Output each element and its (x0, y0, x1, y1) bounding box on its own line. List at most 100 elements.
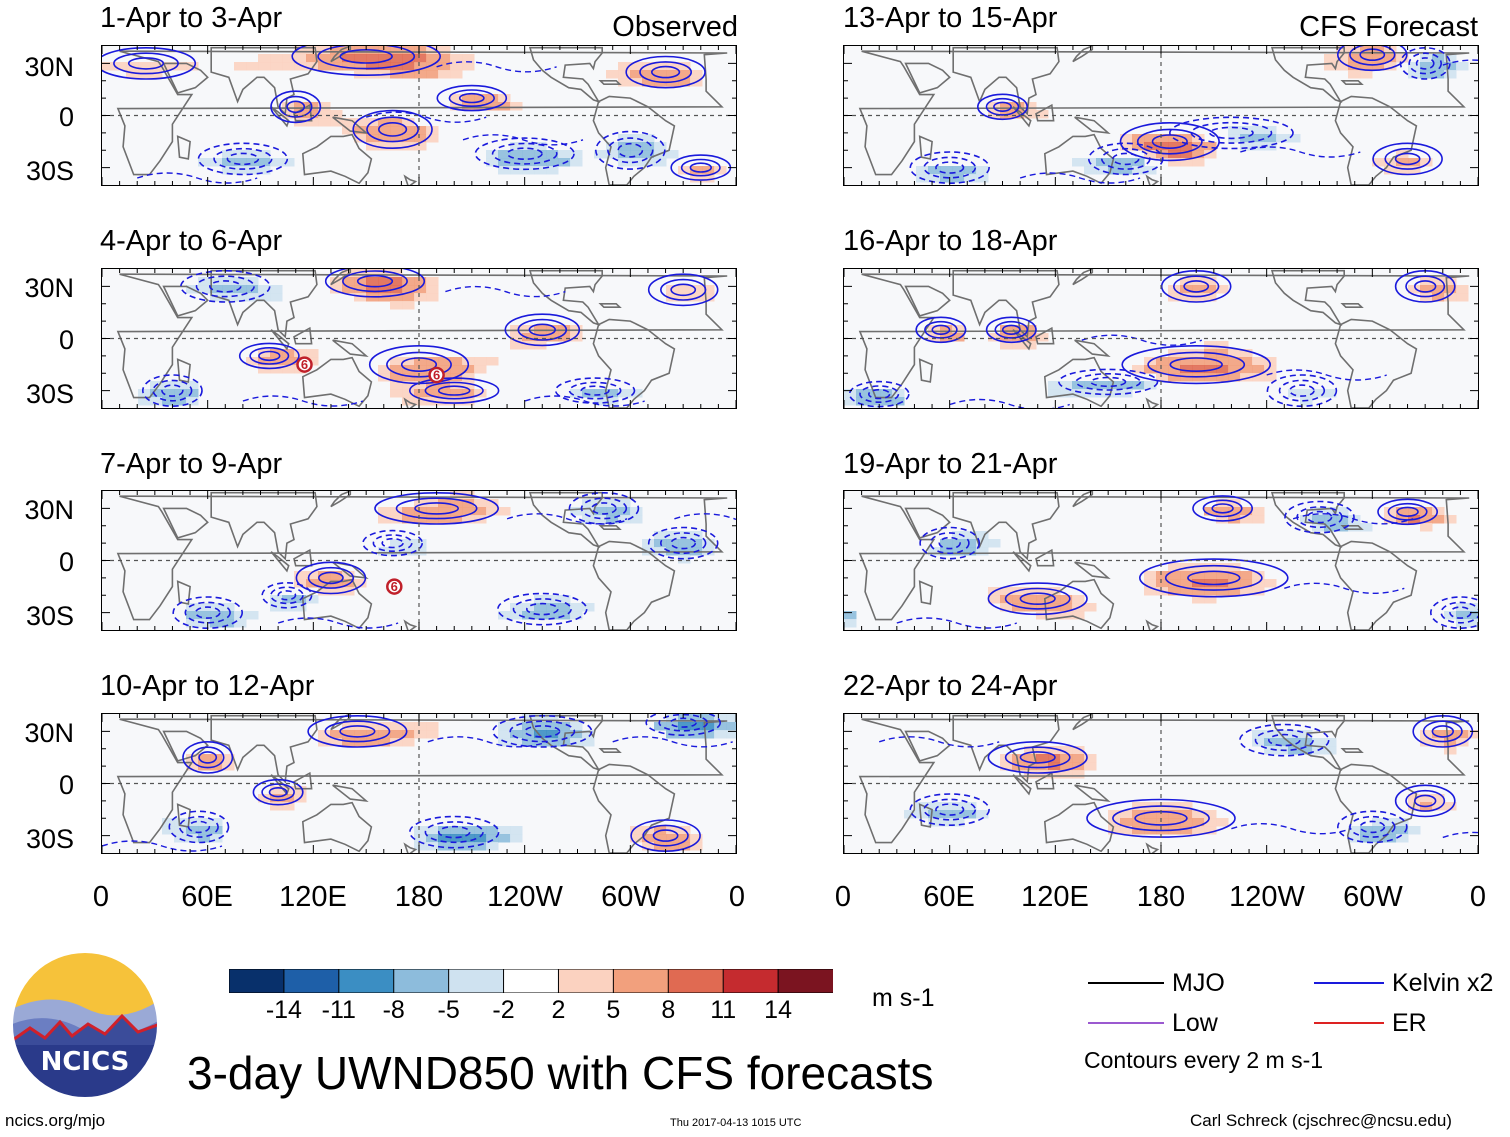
coastline (858, 50, 1470, 176)
anomaly-cell (390, 54, 403, 63)
anomaly-cell (486, 158, 499, 167)
anomaly-cell (1168, 810, 1181, 819)
anomaly-cell (570, 507, 583, 516)
kelvin-contour (868, 388, 891, 400)
anomaly-cell (138, 397, 151, 406)
anomaly-cell (1144, 150, 1157, 159)
anomaly-cell (414, 834, 427, 843)
anomaly-cell (402, 507, 415, 516)
anomaly-cell (1108, 166, 1121, 175)
anomaly-cell (976, 174, 989, 183)
anomaly-cell (1252, 126, 1265, 135)
kelvin-contour (197, 142, 289, 176)
anomaly-cell (1384, 507, 1397, 516)
coastline (952, 491, 1060, 561)
anomaly-cell (1216, 579, 1229, 588)
kelvin-contour (1278, 379, 1326, 402)
coastline (1043, 801, 1115, 853)
coastline (1340, 79, 1364, 86)
anomaly-cell (1288, 134, 1301, 143)
anomaly-cell (294, 46, 307, 55)
anomaly-cell (354, 62, 367, 71)
anomaly-cell (618, 515, 631, 524)
anomaly-cell (402, 293, 415, 302)
coastline (528, 46, 604, 104)
anomaly-cell (246, 293, 259, 302)
anomaly-cell (390, 381, 403, 390)
anomaly-cell (1252, 587, 1265, 596)
kelvin-contour (929, 532, 970, 555)
anomaly-cell (546, 714, 559, 723)
anomaly-cell (426, 293, 439, 302)
kelvin-contour (607, 137, 654, 164)
kelvin-contour (1408, 52, 1443, 75)
kelvin-contour (612, 736, 733, 748)
anomaly-cell (450, 389, 463, 398)
anomaly-cell (1360, 834, 1373, 843)
anomaly-cell (306, 54, 319, 63)
anomaly-cell (546, 595, 559, 604)
kelvin-contour (528, 323, 556, 337)
anomaly-cell (498, 102, 511, 111)
anomaly-cell (1204, 595, 1217, 604)
anomaly-cell (630, 142, 643, 151)
kelvin-contour (102, 47, 197, 80)
anomaly-cell (270, 293, 283, 302)
kelvin-contour (938, 536, 961, 550)
anomaly-cell (462, 62, 475, 71)
anomaly-cell (198, 158, 211, 167)
anomaly-cell (450, 381, 463, 390)
anomaly-cell (868, 397, 881, 406)
lon-label: 120E (1021, 881, 1089, 913)
anomaly-cell (1024, 325, 1037, 334)
anomaly-cell (1036, 754, 1049, 763)
anomaly-cell (1216, 818, 1229, 827)
footer-url[interactable]: ncics.org/mjo (5, 1111, 106, 1130)
anomaly-cell (1324, 62, 1337, 71)
anomaly-cell (1072, 611, 1085, 620)
anomaly-cell (952, 174, 965, 183)
anomaly-cell (438, 842, 451, 851)
kelvin-contour (645, 714, 721, 736)
coastline (1334, 95, 1418, 185)
anomaly-cell (294, 110, 307, 119)
colorbar-swatch (503, 968, 560, 994)
footer-timestamp: Thu 2017-04-13 1015 UTC (670, 1117, 802, 1129)
coastline (528, 714, 604, 772)
coastline (598, 79, 622, 86)
coastline (528, 491, 604, 549)
kelvin-contour (458, 92, 485, 104)
anomaly-cell (940, 818, 953, 827)
anomaly-cell (1264, 730, 1277, 739)
anomaly-cell (1420, 738, 1433, 747)
anomaly-cell (354, 70, 367, 79)
kelvin-contour (286, 100, 306, 114)
anomaly-cell (928, 802, 941, 811)
coastline (918, 803, 933, 828)
anomaly-cell (1012, 754, 1025, 763)
lon-label: 180 (394, 881, 444, 913)
anomaly-cell (198, 762, 211, 771)
anomaly-cell (702, 730, 715, 739)
anomaly-cell (1000, 102, 1013, 111)
coastline (1072, 269, 1094, 286)
anomaly-cell (546, 738, 559, 747)
anomaly-cell (1216, 373, 1229, 382)
tropical-cyclone-icon (386, 578, 403, 595)
anomaly-cell (234, 166, 247, 175)
anomaly-cell (1192, 357, 1205, 366)
kelvin-contour (924, 320, 958, 339)
coastline (162, 285, 209, 317)
anomaly-cell (378, 277, 391, 286)
anomaly-cell (630, 834, 643, 843)
anomaly-cell (270, 794, 283, 803)
kelvin-contour (985, 316, 1037, 344)
anomaly-cell (1336, 46, 1349, 55)
kelvin-contour (445, 285, 566, 298)
anomaly-cell (1216, 587, 1229, 596)
anomaly-cell (976, 547, 989, 556)
anomaly-cell (928, 166, 941, 175)
kelvin-contour (689, 162, 712, 173)
anomaly-cell (354, 285, 367, 294)
